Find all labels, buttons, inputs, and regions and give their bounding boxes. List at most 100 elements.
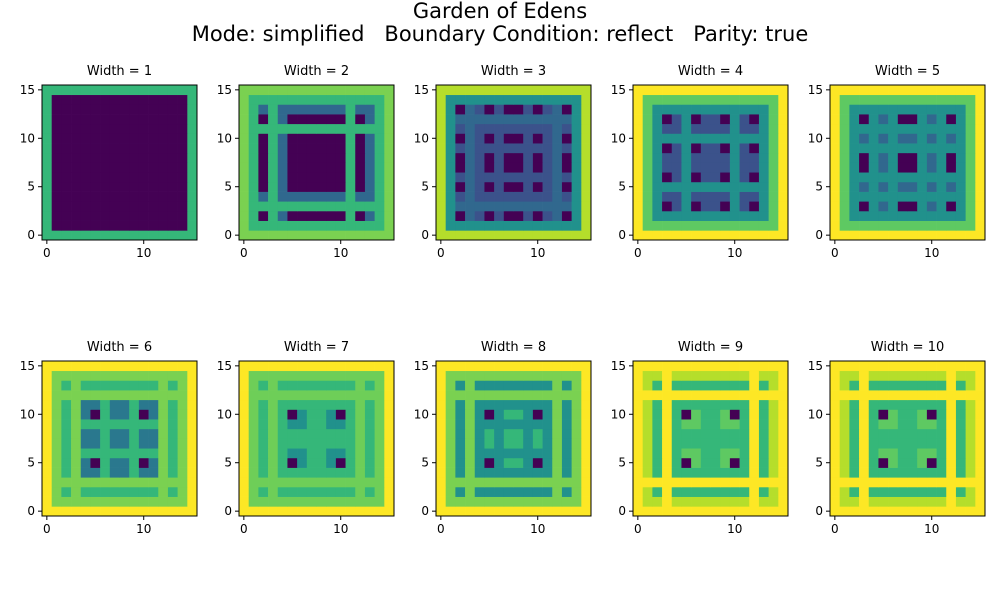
heatmap-cell xyxy=(542,85,553,96)
heatmap-cell xyxy=(503,104,514,115)
heatmap-cell xyxy=(758,181,769,192)
heatmap-cell xyxy=(662,94,673,105)
heatmap-cell xyxy=(917,123,928,134)
heatmap-cell xyxy=(484,85,495,96)
heatmap-cell xyxy=(484,457,495,468)
heatmap-cell xyxy=(138,370,149,381)
heatmap-cell xyxy=(306,104,317,115)
heatmap-cell xyxy=(177,133,188,144)
heatmap-cell xyxy=(177,162,188,173)
heatmap-cell xyxy=(561,448,572,459)
heatmap-cell xyxy=(897,143,908,154)
heatmap-cell xyxy=(571,448,582,459)
heatmap-cell xyxy=(849,123,860,134)
heatmap-cell xyxy=(917,191,928,202)
heatmap-cell xyxy=(652,172,663,183)
heatmap-cell xyxy=(326,123,337,134)
y-tick-label: 10 xyxy=(611,131,626,145)
heatmap-cell xyxy=(849,94,860,105)
heatmap-cell xyxy=(364,486,375,497)
heatmap-cell xyxy=(119,210,130,221)
heatmap-cell xyxy=(80,152,91,163)
heatmap-cell xyxy=(720,438,731,449)
heatmap-cell xyxy=(465,152,476,163)
heatmap-cell xyxy=(51,114,62,125)
heatmap-cell xyxy=(907,496,918,507)
heatmap-cell xyxy=(662,230,673,241)
heatmap-cell xyxy=(700,143,711,154)
heatmap-cell xyxy=(71,181,82,192)
heatmap-cell xyxy=(445,380,456,391)
heatmap-cell xyxy=(100,133,111,144)
heatmap-cell xyxy=(258,361,269,372)
heatmap-cell xyxy=(532,123,543,134)
heatmap-cell xyxy=(90,448,101,459)
heatmap-cell xyxy=(681,477,692,488)
heatmap-cell xyxy=(965,181,976,192)
heatmap-cell xyxy=(936,191,947,202)
heatmap-cell xyxy=(503,201,514,212)
heatmap-cell xyxy=(859,496,870,507)
heatmap-cell xyxy=(109,370,120,381)
heatmap-cell xyxy=(258,467,269,478)
heatmap-cell xyxy=(778,448,789,459)
heatmap-cell xyxy=(926,419,937,430)
heatmap-cell xyxy=(749,419,760,430)
heatmap-cell xyxy=(42,380,53,391)
heatmap-cell xyxy=(109,390,120,401)
heatmap-cell xyxy=(138,390,149,401)
heatmap-cell xyxy=(581,477,592,488)
heatmap-cell xyxy=(720,94,731,105)
heatmap-cell xyxy=(287,172,298,183)
heatmap-cell xyxy=(652,390,663,401)
heatmap-cell xyxy=(849,370,860,381)
heatmap-cell xyxy=(167,94,178,105)
heatmap-cell xyxy=(484,361,495,372)
y-tick-label: 15 xyxy=(414,83,429,97)
heatmap-cell xyxy=(100,143,111,154)
heatmap-cell xyxy=(633,210,644,221)
heatmap-cell xyxy=(297,230,308,241)
heatmap-cell xyxy=(652,448,663,459)
heatmap-cell xyxy=(445,143,456,154)
heatmap-cell xyxy=(878,361,889,372)
heatmap-cell xyxy=(187,210,198,221)
heatmap-cell xyxy=(306,496,317,507)
heatmap-cell xyxy=(355,85,366,96)
heatmap-cell xyxy=(652,201,663,212)
heatmap-cell xyxy=(917,361,928,372)
heatmap-cell xyxy=(700,191,711,202)
heatmap-cell xyxy=(542,496,553,507)
heatmap-cell xyxy=(523,399,534,410)
heatmap-cell xyxy=(830,201,841,212)
heatmap-cell xyxy=(633,114,644,125)
heatmap-cell xyxy=(888,162,899,173)
heatmap-cell xyxy=(662,467,673,478)
heatmap-cell xyxy=(455,457,466,468)
heatmap-cell xyxy=(258,486,269,497)
heatmap-cell xyxy=(700,172,711,183)
heatmap-cell xyxy=(523,104,534,115)
heatmap-cell xyxy=(552,94,563,105)
heatmap-cell xyxy=(917,220,928,231)
heatmap-cell xyxy=(51,496,62,507)
heatmap-cell xyxy=(946,210,957,221)
heatmap-cell xyxy=(287,457,298,468)
heatmap-cell xyxy=(61,419,72,430)
heatmap-cell xyxy=(384,506,395,517)
heatmap-cell xyxy=(859,477,870,488)
heatmap-cell xyxy=(965,438,976,449)
heatmap-cell xyxy=(335,220,346,231)
heatmap-cell xyxy=(965,409,976,420)
heatmap-cell xyxy=(158,181,169,192)
heatmap-cell xyxy=(277,191,288,202)
heatmap-cell xyxy=(445,486,456,497)
heatmap-cell xyxy=(749,409,760,420)
heatmap-cell xyxy=(445,390,456,401)
heatmap-cell xyxy=(177,123,188,134)
heatmap-cell xyxy=(917,143,928,154)
heatmap-cell xyxy=(897,496,908,507)
heatmap-cell xyxy=(975,457,986,468)
heatmap-cell xyxy=(642,85,653,96)
